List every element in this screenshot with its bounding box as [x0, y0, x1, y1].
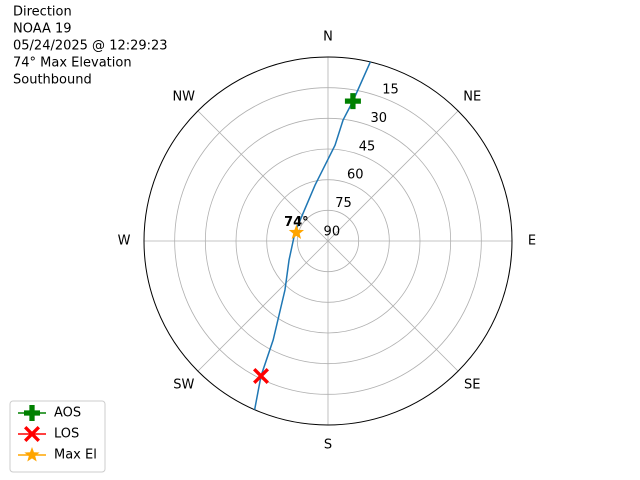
theta-tick-label: SE [464, 378, 480, 393]
r-tick-label: 15 [382, 83, 399, 98]
r-tick-label: 60 [347, 168, 364, 183]
theta-tick-label: S [324, 438, 332, 453]
theta-tick-label: SW [173, 378, 194, 393]
track-line [253, 61, 372, 410]
title-line: NOAA 19 [13, 22, 72, 37]
legend-label: LOS [54, 427, 79, 442]
title-line: Direction [13, 5, 72, 20]
grid-spoke [197, 110, 329, 242]
theta-tick-label: W [118, 234, 131, 249]
theta-tick-label: NE [463, 89, 481, 104]
r-tick-label: 75 [335, 196, 352, 211]
marker-star [288, 224, 305, 240]
theta-tick-label: E [528, 234, 536, 249]
marker-plus [344, 93, 361, 110]
polar-frame [143, 56, 513, 426]
title-line: 74° Max Elevation [13, 56, 132, 71]
legend-label: AOS [54, 406, 81, 421]
marker-x [253, 367, 270, 384]
r-tick-label: 30 [370, 111, 387, 126]
title-line: 05/24/2025 @ 12:29:23 [13, 39, 168, 54]
legend-marker [24, 447, 40, 462]
legend: AOS LOS Max El [9, 400, 106, 473]
title-line: Southbound [13, 73, 92, 88]
r-tick-label: 90 [324, 224, 341, 239]
grid-spoke [327, 240, 459, 372]
legend-marker [24, 426, 40, 442]
theta-tick-label: NW [172, 89, 195, 104]
legend-label: Max El [54, 448, 97, 463]
legend-marker [24, 405, 40, 421]
grid-spoke [327, 110, 459, 242]
value-label: 74° [284, 215, 309, 230]
grid-spoke [197, 240, 329, 372]
theta-tick-label: N [323, 30, 333, 45]
r-tick-label: 45 [359, 139, 376, 154]
